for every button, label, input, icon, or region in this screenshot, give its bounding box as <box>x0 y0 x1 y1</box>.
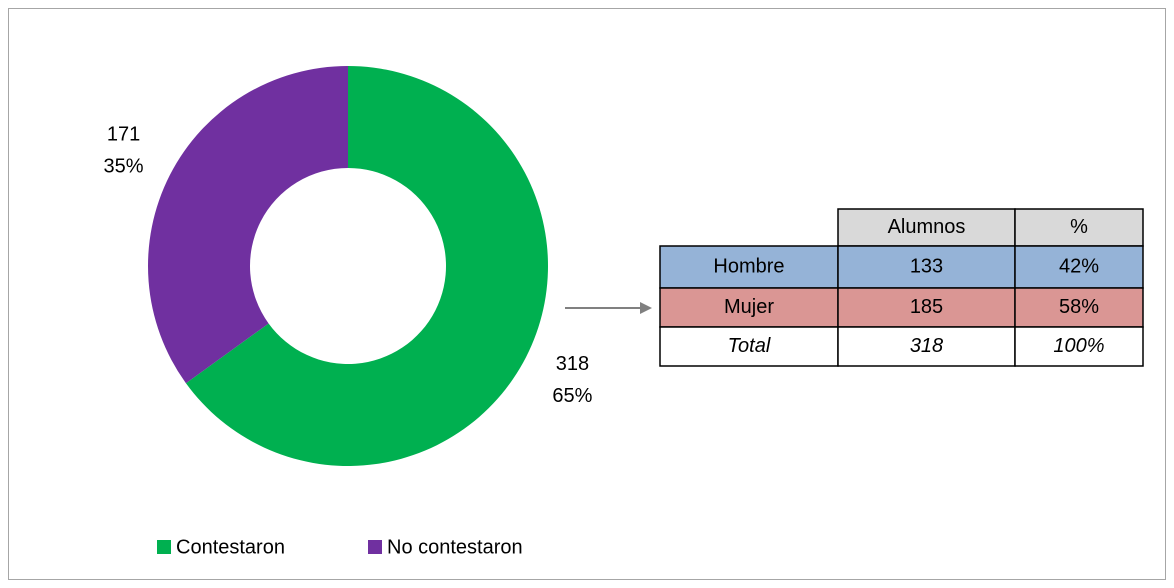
table-cell <box>837 326 1016 367</box>
table-cell-text: 58% <box>1059 296 1099 318</box>
table-cell-text: Hombre <box>713 255 784 277</box>
table-cell <box>1014 287 1144 328</box>
table-cell-text: 100% <box>1053 335 1104 357</box>
table-header-text: Alumnos <box>888 216 966 238</box>
table-header-cell <box>1014 208 1144 247</box>
legend-label: Contestaron <box>176 536 285 558</box>
donut-slice <box>148 66 348 384</box>
percent-label: 65% <box>552 385 592 407</box>
legend-label: No contestaron <box>387 536 523 558</box>
data-label: 171 <box>107 124 140 146</box>
percent-label: 35% <box>104 156 144 178</box>
data-label: 318 <box>556 353 589 375</box>
table-cell-text: 185 <box>910 296 943 318</box>
table-header-text: % <box>1070 216 1088 238</box>
table-cell <box>1014 326 1144 367</box>
table-cell-text: 133 <box>910 255 943 277</box>
legend-swatch <box>157 540 171 554</box>
table-cell <box>659 287 839 328</box>
table-cell-text: Mujer <box>724 296 774 318</box>
table-cell-text: 42% <box>1059 255 1099 277</box>
donut-slice <box>185 66 548 467</box>
table-cell-text: Total <box>728 335 771 357</box>
table-cell-text: 318 <box>910 335 943 357</box>
arrow-head <box>640 302 652 314</box>
table-cell <box>837 245 1016 289</box>
legend-swatch <box>368 540 382 554</box>
